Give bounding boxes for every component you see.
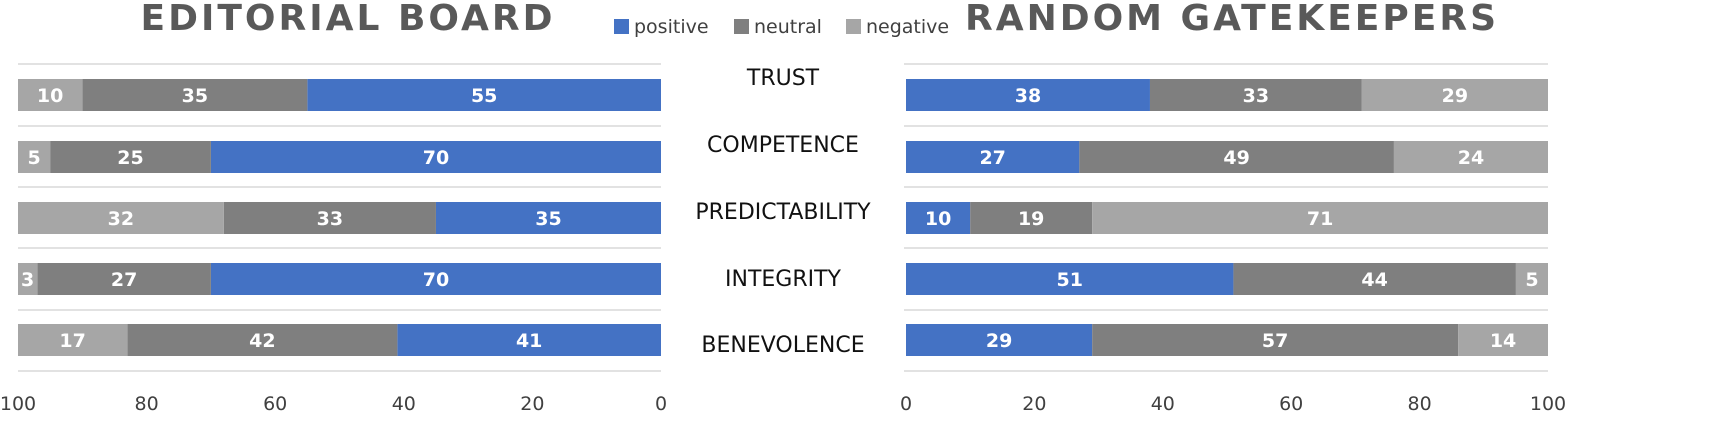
data-label-positive: 35 [535,208,561,230]
bar-neutral [37,263,211,295]
legend-label-neutral: neutral [754,16,822,38]
data-label-positive: 70 [423,269,449,291]
x-tick-label: 0 [655,393,667,415]
x-tick-label: 40 [392,393,416,415]
bar-positive [906,324,1093,356]
data-label-neutral: 27 [111,269,137,291]
left-chart-title: EDITORIAL BOARD [140,0,555,39]
x-tick-label: 60 [1279,393,1303,415]
data-label-negative: 29 [1442,85,1468,107]
bar-negative [18,324,128,356]
legend-swatch-neutral [734,19,749,34]
data-label-positive: 70 [423,147,449,169]
data-label-neutral: 42 [249,330,275,352]
data-label-neutral: 19 [1018,208,1044,230]
bar-neutral [1092,324,1459,356]
x-tick-label: 100 [0,393,36,415]
category-label: TRUST [746,66,820,91]
data-label-neutral: 33 [1243,85,1269,107]
data-label-positive: 41 [516,330,542,352]
bar-neutral [50,141,211,173]
bar-positive [210,263,661,295]
x-tick-label: 20 [520,393,544,415]
bar-neutral [1233,263,1516,295]
bar-negative [1458,324,1548,356]
right-chart-title: RANDOM GATEKEEPERS [965,0,1499,39]
x-tick-label: 80 [1408,393,1432,415]
x-tick-label: 80 [135,393,159,415]
data-label-neutral: 57 [1262,330,1288,352]
data-label-positive: 27 [979,147,1005,169]
bar-positive [397,324,661,356]
data-label-negative: 71 [1307,208,1333,230]
bar-neutral [223,202,436,234]
data-label-negative: 17 [59,330,85,352]
x-tick-label: 20 [1022,393,1046,415]
bar-positive [906,202,971,234]
bar-neutral [82,79,308,111]
bar-negative [1361,79,1548,111]
data-label-neutral: 35 [182,85,208,107]
data-label-neutral: 44 [1361,269,1387,291]
data-label-positive: 38 [1015,85,1041,107]
data-label-negative: 10 [37,85,63,107]
x-tick-label: 100 [1530,393,1566,415]
data-label-positive: 10 [925,208,951,230]
data-label-negative: 32 [108,208,134,230]
legend-label-positive: positive [634,16,709,38]
category-labels: TRUST COMPETENCE PREDICTABILITY INTEGRITY BE… [695,66,871,358]
data-label-positive: 51 [1056,269,1082,291]
data-label-positive: 55 [471,85,497,107]
bar-negative [1393,141,1548,173]
data-label-negative: 3 [21,269,34,291]
data-label-positive: 29 [986,330,1012,352]
bar-negative [1092,202,1548,234]
bar-negative [1515,263,1548,295]
right-chart: 38 33 29 27 49 24 10 19 71 51 44 5 29 57 14 0 20 40 60 80 10… [900,63,1566,415]
legend-swatch-positive [614,19,629,34]
data-label-neutral: 49 [1223,147,1249,169]
x-tick-label: 0 [900,393,912,415]
bar-negative [18,202,224,234]
bar-negative [18,141,51,173]
category-label: BENEVOLENCE [701,333,864,358]
legend-label-negative: negative [866,16,949,38]
bar-neutral [970,202,1093,234]
x-tick-label: 40 [1151,393,1175,415]
data-label-negative: 14 [1490,330,1516,352]
category-label: INTEGRITY [725,267,842,292]
data-label-negative: 24 [1458,147,1484,169]
left-chart: 55 35 10 70 25 5 35 33 32 70 27 3 41 42 17 100 80 60 40 20 0 [0,63,667,415]
x-tick-label: 60 [263,393,287,415]
bar-neutral [1149,79,1362,111]
bar-neutral [1079,141,1394,173]
bar-negative [18,263,38,295]
bar-positive [307,79,661,111]
data-label-neutral: 25 [117,147,143,169]
category-label: PREDICTABILITY [695,200,871,225]
bar-positive [906,141,1080,173]
bar-positive [210,141,661,173]
bar-positive [906,79,1150,111]
bar-neutral [127,324,398,356]
category-label: COMPETENCE [707,133,859,158]
data-label-negative: 5 [1525,269,1538,291]
bar-negative [18,79,83,111]
bar-positive [435,202,661,234]
data-label-negative: 5 [27,147,40,169]
legend: positive neutral negative [614,16,949,38]
legend-swatch-negative [846,19,861,34]
data-label-neutral: 33 [317,208,343,230]
bar-positive [906,263,1234,295]
